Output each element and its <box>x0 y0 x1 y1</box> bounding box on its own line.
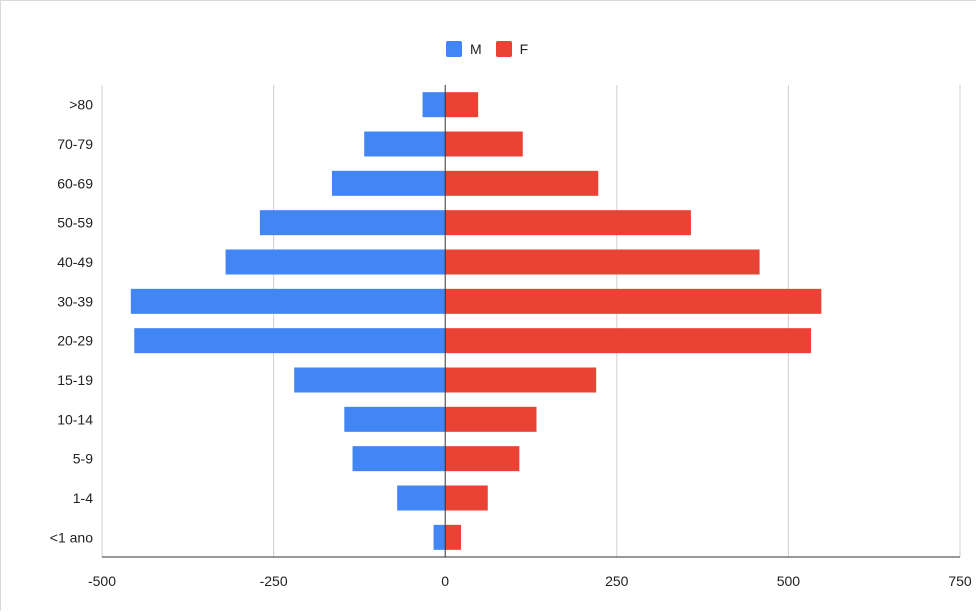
x-tick-label: -500 <box>88 573 116 589</box>
male-bar <box>134 328 446 354</box>
legend-swatch-m <box>446 41 462 57</box>
legend-label-m: M <box>470 41 482 57</box>
y-category-label: 5-9 <box>73 451 93 467</box>
female-bar <box>445 406 537 432</box>
bars-layer <box>130 92 822 550</box>
x-tick-label: 0 <box>441 573 449 589</box>
x-tick-label: 500 <box>777 573 801 589</box>
male-bar <box>422 92 446 118</box>
male-bar <box>364 131 446 157</box>
y-category-label: 1-4 <box>73 490 93 506</box>
axes-layer <box>102 85 960 558</box>
legend-item-m[interactable]: M <box>446 41 482 57</box>
male-bar <box>130 288 446 314</box>
y-category-label: 50-59 <box>57 215 93 231</box>
y-category-label: 10-14 <box>57 411 93 427</box>
female-bar <box>445 249 760 275</box>
y-category-label: 70-79 <box>57 136 93 152</box>
female-bar <box>445 210 691 236</box>
male-bar <box>352 446 446 472</box>
y-category-label: 20-29 <box>57 333 93 349</box>
male-bar <box>344 406 446 432</box>
male-bar <box>397 485 446 511</box>
y-category-label: 40-49 <box>57 254 93 270</box>
female-bar <box>445 485 488 511</box>
female-bar <box>445 288 822 314</box>
legend-label-f: F <box>519 41 529 57</box>
male-bar <box>259 210 446 236</box>
x-tick-label: 750 <box>948 573 972 589</box>
female-bar <box>445 131 523 157</box>
male-bar <box>331 170 446 196</box>
female-bar <box>445 170 599 196</box>
chart-legend: M F <box>446 41 528 57</box>
female-bar <box>445 446 520 472</box>
y-category-label: 60-69 <box>57 175 93 191</box>
legend-item-f[interactable]: F <box>495 41 529 57</box>
x-tick-label: 250 <box>605 573 629 589</box>
legend-swatch-f <box>495 41 512 57</box>
grid-layer <box>101 85 961 557</box>
labels-layer: -500 -250 0 250 500 750 >80 70-79 60-69 50-59 40-4… <box>50 97 972 589</box>
y-category-label: >80 <box>69 97 93 113</box>
female-bar <box>445 92 479 118</box>
male-bar <box>225 249 446 275</box>
male-bar <box>433 524 446 550</box>
y-category-label: 30-39 <box>57 293 93 309</box>
female-bar <box>445 524 461 550</box>
y-category-label: 15-19 <box>57 372 93 388</box>
female-bar <box>445 328 812 354</box>
female-bar <box>445 367 597 393</box>
male-bar <box>294 367 446 393</box>
y-category-label: <1 ano <box>50 529 93 545</box>
x-tick-label: -250 <box>260 573 288 589</box>
